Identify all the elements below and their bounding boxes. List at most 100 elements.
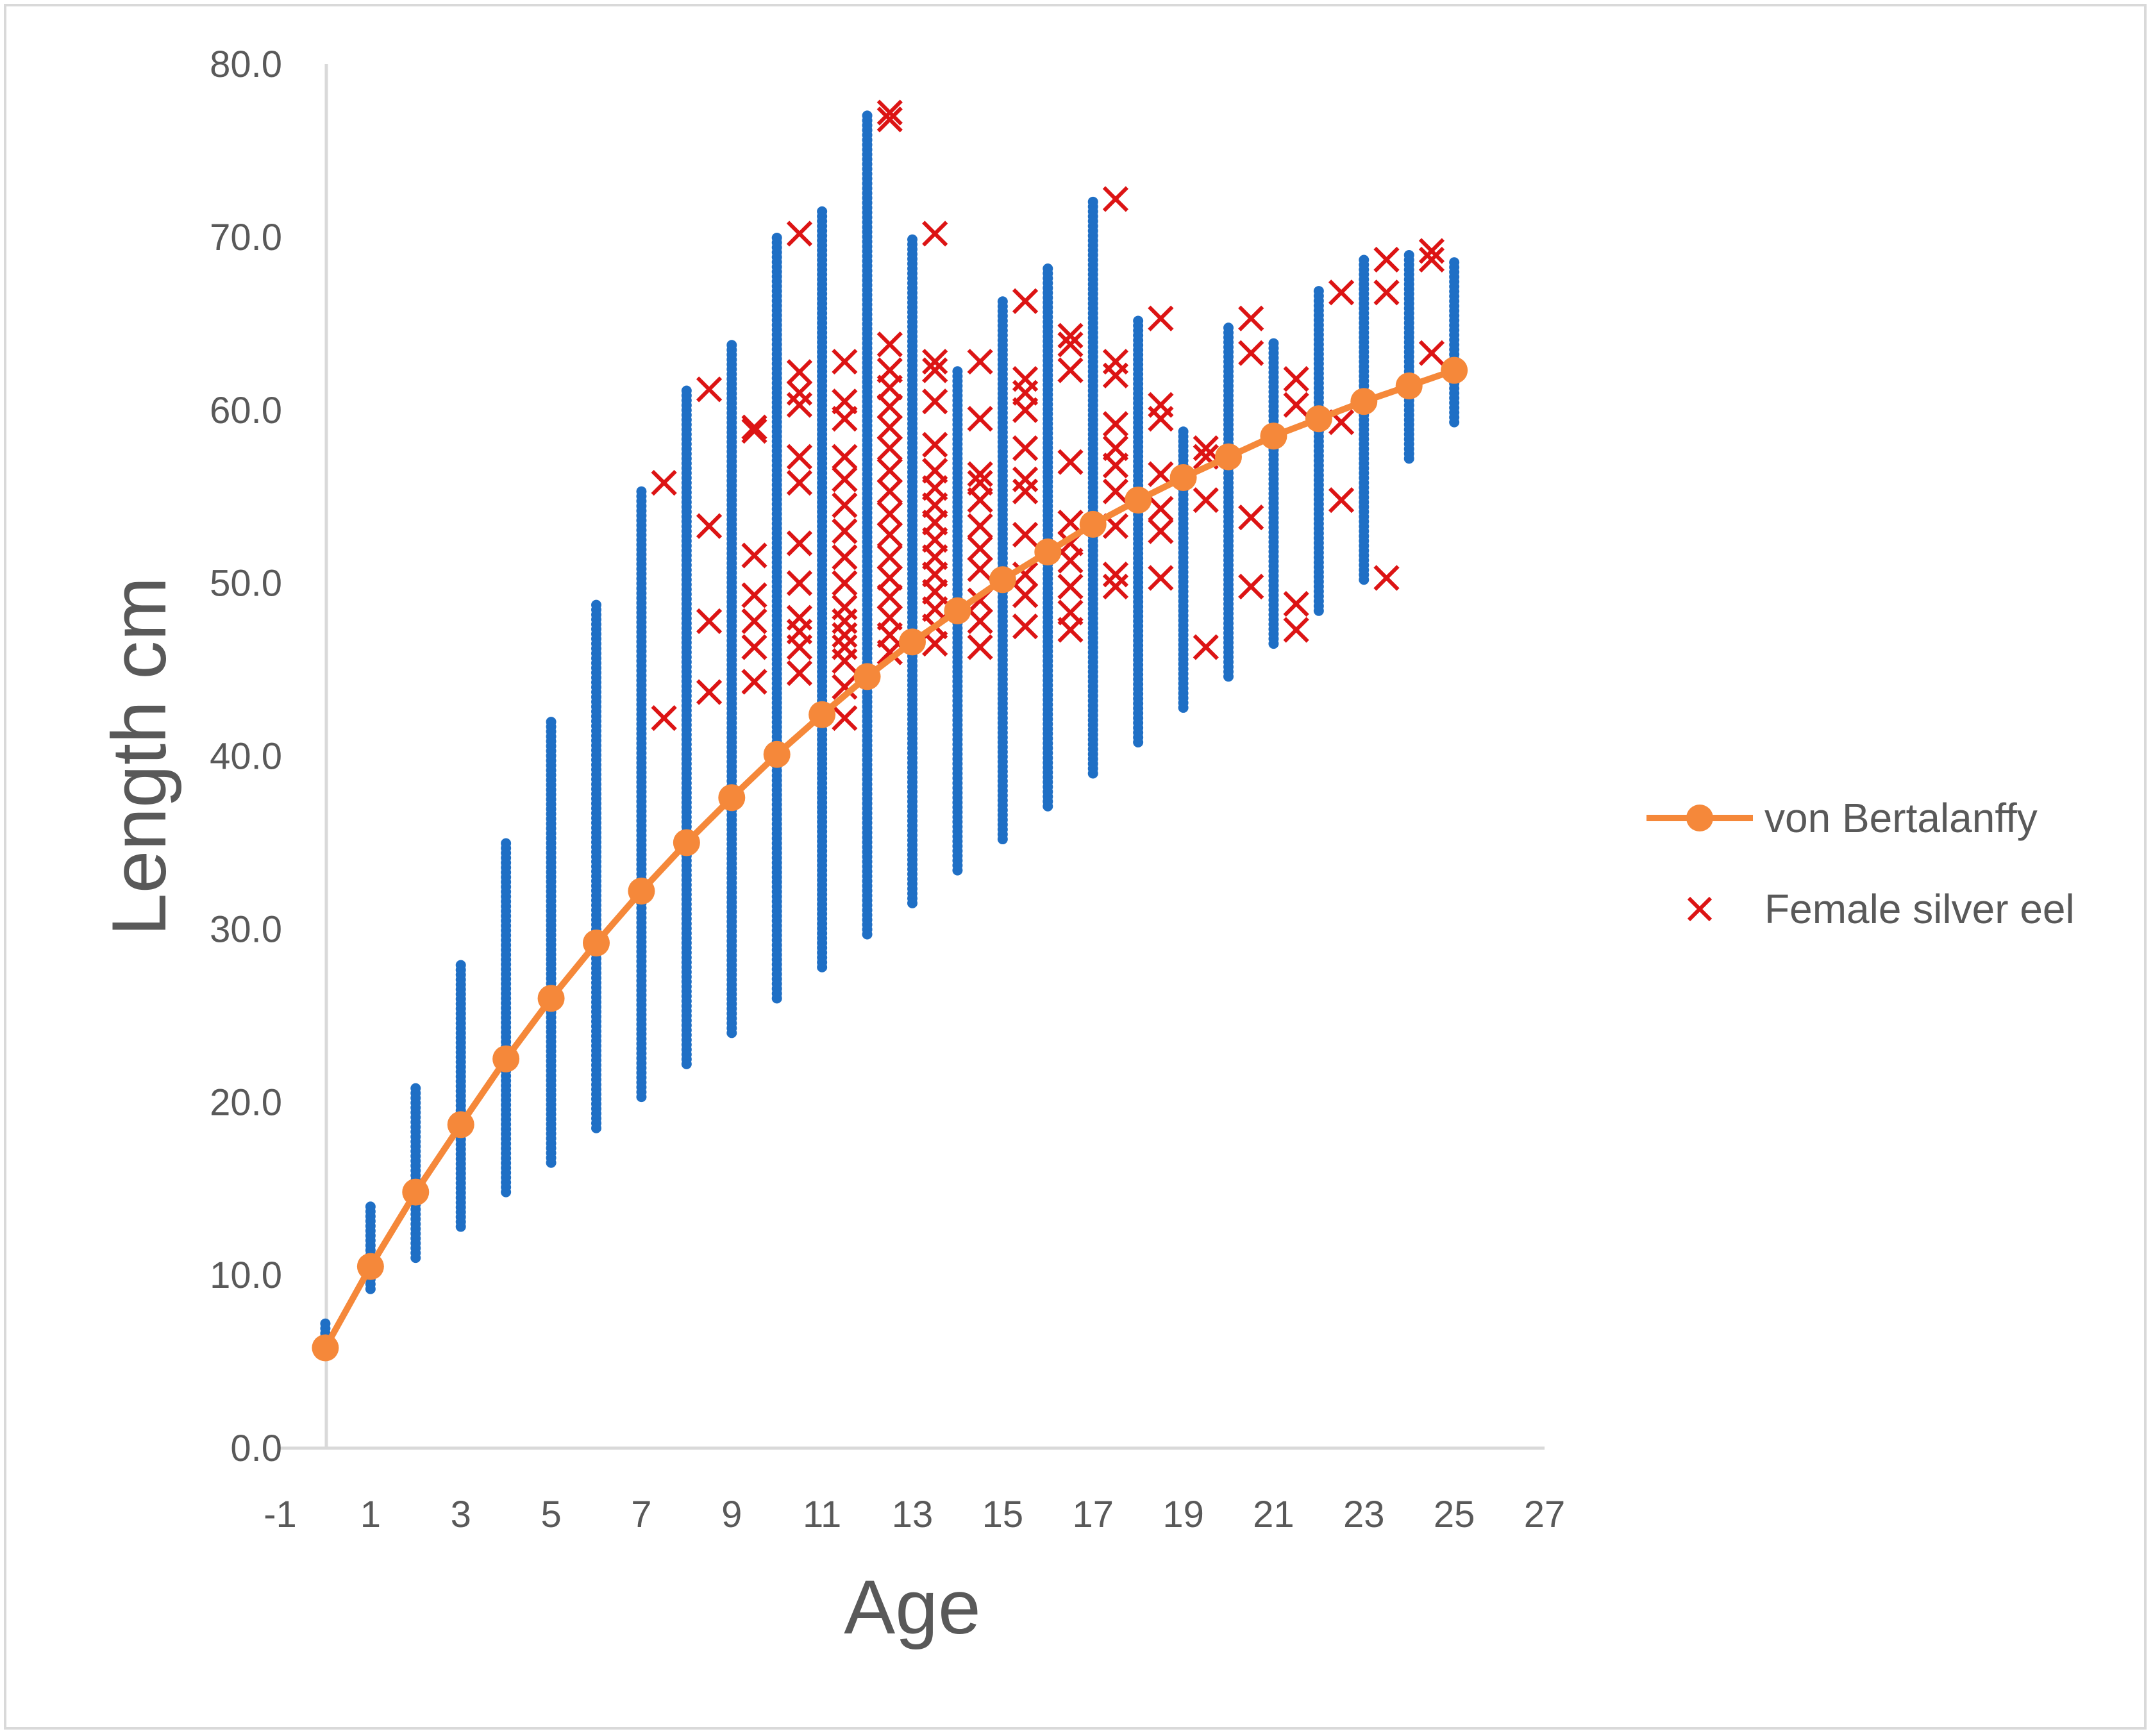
von-bertalanffy-point (673, 829, 700, 856)
y-tick-label: 70.0 (210, 217, 282, 258)
observed-point (1313, 286, 1324, 297)
female-silver-eel-point (1283, 366, 1309, 392)
female-silver-eel-point (1102, 411, 1129, 437)
y-tick-label: 40.0 (210, 736, 282, 778)
observed-point (907, 234, 917, 245)
female-silver-eel-point (786, 570, 813, 596)
female-silver-eel-point (1373, 280, 1400, 306)
female-silver-eel-point (832, 444, 858, 470)
legend-item-female-silver-eel: Female silver eel (1687, 886, 2075, 932)
female-silver-eel-point (967, 535, 993, 562)
female-silver-eel-point (832, 705, 858, 731)
female-silver-eel-point (967, 513, 993, 539)
female-silver-eel-point (1148, 565, 1174, 591)
female-silver-eel-point (786, 469, 813, 496)
female-silver-eel-point (967, 406, 993, 432)
female-silver-eel-point (1148, 392, 1174, 418)
von-bertalanffy-point (537, 985, 565, 1012)
observed-point (546, 717, 557, 728)
von-bertalanffy-line (323, 367, 1455, 1349)
observed-point (1403, 249, 1414, 260)
female-silver-eel-point (696, 679, 723, 705)
female-silver-eel-point (1328, 280, 1355, 306)
female-silver-eel-point (876, 605, 903, 631)
observed-point (365, 1201, 376, 1212)
female-silver-eel-point (876, 331, 903, 358)
von-bertalanffy-point (944, 597, 971, 624)
female-silver-eel-point (696, 513, 723, 539)
female-silver-eel-point (876, 414, 903, 440)
female-silver-eel-point (741, 669, 767, 695)
x-tick-label: -1 (264, 1494, 297, 1535)
female-silver-eel-point (1328, 487, 1355, 513)
von-bertalanffy-point (312, 1334, 339, 1362)
observed-point (410, 1083, 421, 1094)
legend-circle-swatch (1686, 805, 1713, 831)
female-silver-eel-point (1057, 449, 1084, 475)
female-silver-eel-point (786, 380, 813, 406)
female-silver-eel-point (1012, 288, 1039, 314)
observed-point (817, 206, 828, 217)
female-silver-eel-point (967, 634, 993, 660)
female-silver-eel-point (786, 444, 813, 470)
observed-point (1178, 426, 1189, 437)
female-silver-eel-point (1283, 392, 1309, 418)
female-silver-eel-point (1148, 496, 1174, 522)
von-bertalanffy-point (853, 663, 881, 690)
female-silver-eel-point (1012, 521, 1039, 548)
female-silver-eel-point (696, 376, 723, 403)
female-silver-eel-point (832, 492, 858, 519)
female-silver-eel-layer (651, 99, 1445, 731)
female-silver-eel-point (876, 99, 903, 126)
tick-labels: -1 1 3 5 7 9 11 13 15 17 19 21 23 25 270.010.020.030.0… (210, 44, 1565, 1535)
female-silver-eel-point (1418, 340, 1445, 366)
y-tick-label: 30.0 (210, 908, 282, 950)
observed-point (1359, 255, 1370, 265)
von-bertalanffy-point (989, 566, 1016, 594)
female-silver-eel-point (876, 521, 903, 548)
y-tick-label: 0.0 (230, 1428, 282, 1469)
female-silver-eel-point (696, 608, 723, 635)
observed-point (636, 486, 647, 497)
female-silver-eel-point (1283, 617, 1309, 643)
y-tick-label: 10.0 (210, 1255, 282, 1296)
female-silver-eel-point (1238, 305, 1264, 331)
legend-label-von-bertalanffy: von Bertalanffy (1764, 795, 2038, 841)
female-silver-eel-point (741, 414, 767, 440)
von-bertalanffy-point (1215, 443, 1242, 471)
female-silver-eel-point (967, 349, 993, 375)
von-bertalanffy-point (1125, 487, 1152, 514)
female-silver-eel-point (832, 544, 858, 571)
von-bertalanffy-point (1169, 464, 1197, 492)
female-silver-eel-point (741, 418, 767, 444)
observed-point (455, 960, 466, 971)
female-silver-eel-point (1057, 331, 1084, 358)
x-tick-label: 25 (1434, 1494, 1475, 1535)
female-silver-eel-point (832, 634, 858, 660)
female-silver-eel-point (832, 518, 858, 544)
observed-point (1043, 263, 1053, 274)
x-tick-label: 17 (1072, 1494, 1114, 1535)
observed-point (771, 232, 782, 243)
female-silver-eel-point (1373, 246, 1400, 273)
von-bertalanffy-layer (312, 356, 1468, 1362)
von-bertalanffy-point (763, 740, 791, 768)
von-bertalanffy-point (808, 701, 836, 728)
von-bertalanffy-point (1395, 372, 1423, 399)
von-bertalanffy-point (447, 1111, 474, 1139)
female-silver-eel-point (922, 388, 948, 415)
legend-label-female-silver-eel: Female silver eel (1764, 886, 2075, 932)
female-silver-eel-point (1057, 573, 1084, 600)
x-tick-label: 3 (451, 1494, 471, 1535)
female-silver-eel-point (832, 466, 858, 492)
von-bertalanffy-point (583, 929, 610, 956)
female-silver-eel-point (967, 469, 993, 496)
x-tick-label: 21 (1253, 1494, 1294, 1535)
female-silver-eel-point (967, 461, 993, 487)
x-tick-label: 9 (721, 1494, 742, 1535)
observed-point (591, 599, 601, 610)
female-silver-eel-point (1373, 565, 1400, 591)
female-silver-eel-point (876, 106, 903, 133)
von-bertalanffy-point (628, 878, 655, 905)
